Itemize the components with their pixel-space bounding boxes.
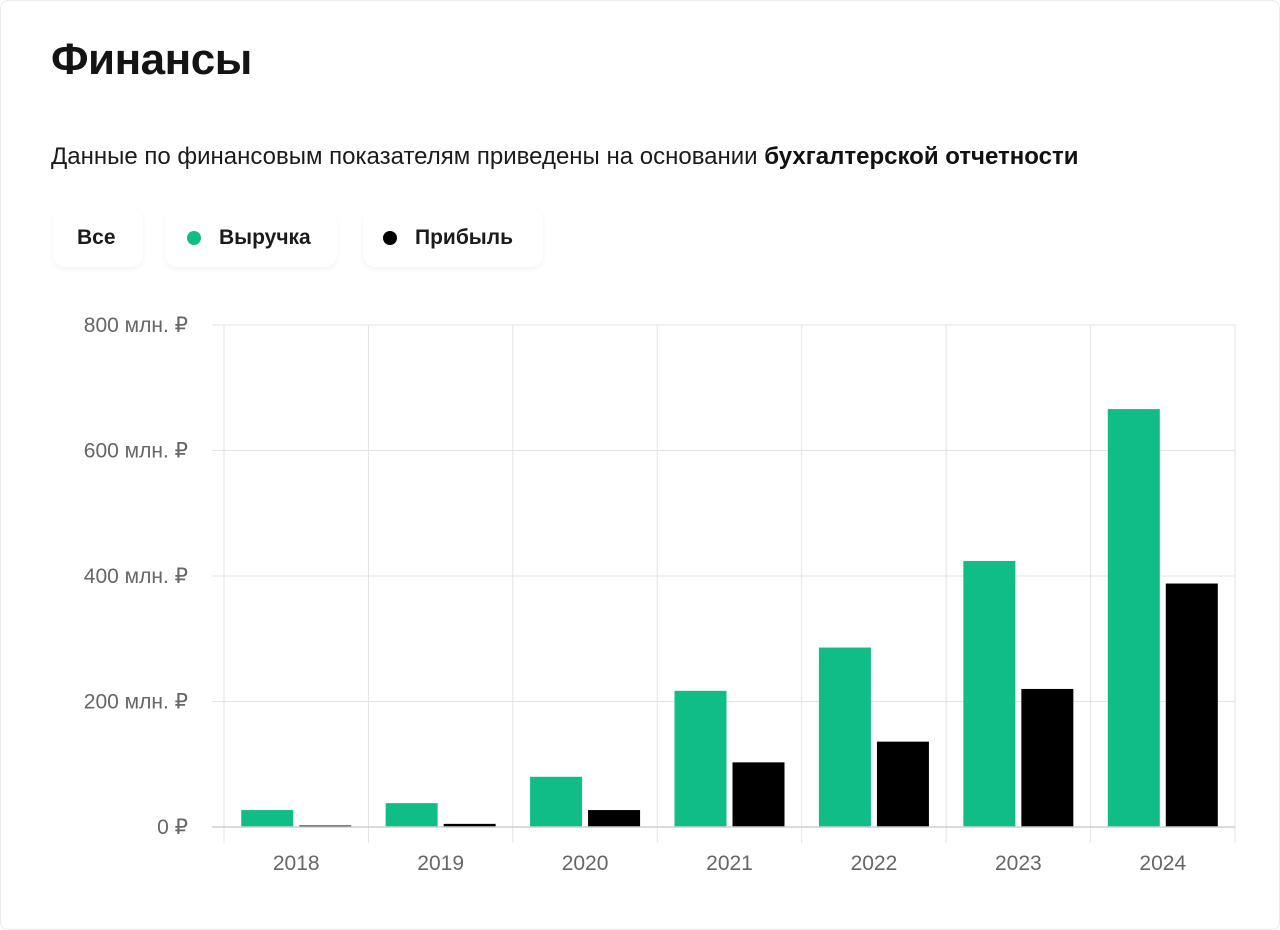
y-tick-label: 600 млн. ₽ — [84, 440, 188, 463]
revenue-dot-icon — [187, 231, 201, 245]
profit-dot-icon — [383, 231, 397, 245]
y-tick-label: 800 млн. ₽ — [84, 314, 188, 337]
revenue-bar-2018[interactable] — [241, 810, 294, 827]
x-tick-label: 2020 — [562, 852, 609, 875]
profit-bar-2024[interactable] — [1165, 583, 1218, 827]
x-tick-label: 2019 — [417, 852, 464, 875]
y-tick-label: 400 млн. ₽ — [84, 565, 188, 588]
x-tick-label: 2024 — [1139, 852, 1186, 875]
filter-revenue-label: Выручка — [219, 226, 311, 249]
filter-all-label: Все — [77, 226, 116, 249]
revenue-bar-2022[interactable] — [818, 647, 871, 827]
revenue-bar-2023[interactable] — [963, 560, 1016, 827]
x-tick-label: 2023 — [995, 852, 1042, 875]
subtitle-text: Данные по финансовым показателям приведе… — [51, 143, 758, 170]
x-tick-label: 2022 — [851, 852, 898, 875]
page-title: Финансы — [51, 35, 252, 84]
profit-bar-2019[interactable] — [443, 823, 496, 827]
revenue-bar-2024[interactable] — [1107, 409, 1160, 827]
x-tick-label: 2021 — [706, 852, 753, 875]
y-tick-label: 0 ₽ — [157, 816, 188, 839]
revenue-bar-2021[interactable] — [674, 690, 727, 827]
profit-bar-2020[interactable] — [588, 810, 641, 827]
subtitle: Данные по финансовым показателям приведе… — [51, 143, 1078, 171]
filter-revenue-button[interactable]: Выручка — [165, 209, 337, 267]
x-tick-label: 2018 — [273, 852, 320, 875]
profit-bar-2023[interactable] — [1021, 688, 1074, 827]
accounting-report-link[interactable]: бухгалтерской отчетности — [764, 143, 1079, 170]
revenue-bar-2019[interactable] — [385, 803, 438, 827]
y-tick-label: 200 млн. ₽ — [84, 691, 188, 714]
revenue-bar-2020[interactable] — [530, 776, 583, 827]
filter-profit-label: Прибыль — [415, 226, 513, 249]
filter-all-button[interactable]: Все — [53, 209, 143, 267]
filter-profit-button[interactable]: Прибыль — [363, 209, 543, 267]
profit-bar-2022[interactable] — [876, 741, 929, 827]
profit-bar-2021[interactable] — [732, 762, 785, 827]
